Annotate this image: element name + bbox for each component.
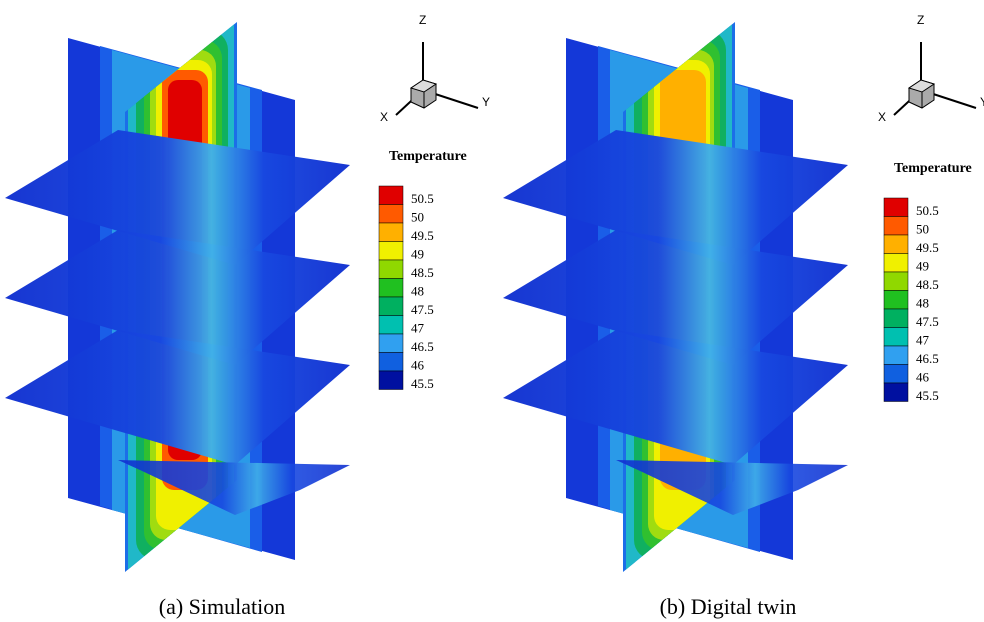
legend-label: 49	[916, 258, 929, 273]
legend-swatch	[884, 346, 908, 365]
legend-swatch	[379, 297, 403, 316]
legend-label: 47.5	[916, 314, 939, 329]
legend-label: 50.5	[916, 203, 939, 218]
legend-title: Temperature	[389, 149, 467, 164]
legend-swatch	[379, 260, 403, 279]
legend-label: 46.5	[411, 339, 434, 354]
legend-label: 50	[916, 221, 929, 236]
legend-label: 48.5	[916, 277, 939, 292]
caption: (a) Simulation	[159, 594, 285, 619]
legend-swatch	[884, 291, 908, 310]
figure: Z X Y Z X Y (a) Simulation (b) Digital t…	[0, 0, 984, 622]
legend-label: 46	[411, 357, 425, 372]
legend-swatch	[379, 205, 403, 224]
legend-label: 46.5	[916, 351, 939, 366]
legend-swatch	[884, 309, 908, 328]
legend-swatch	[884, 272, 908, 291]
legend-label: 47.5	[411, 302, 434, 317]
axis-label: Z	[419, 13, 426, 27]
legend-label: 49	[411, 246, 424, 261]
legend-label: 48.5	[411, 265, 434, 280]
legend-label: 48	[916, 295, 929, 310]
legend-swatch	[379, 279, 403, 298]
legend-label: 48	[411, 283, 424, 298]
legend-title: Temperature	[894, 161, 972, 176]
legend-swatch	[379, 371, 403, 390]
legend-swatch	[884, 328, 908, 347]
axis-label: X	[380, 110, 388, 124]
axis-label: Y	[482, 95, 490, 109]
axis-label: Y	[980, 95, 984, 109]
axis-triad	[894, 42, 976, 115]
legend-swatch	[379, 334, 403, 353]
legend-swatch	[379, 242, 403, 261]
legend-label: 46	[916, 369, 930, 384]
legend-label: 49.5	[411, 228, 434, 243]
caption: (b) Digital twin	[660, 594, 797, 619]
legend-swatch	[884, 383, 908, 402]
legend-label: 50	[411, 209, 424, 224]
contour-plot	[503, 20, 848, 580]
legend-label: 47	[916, 332, 930, 347]
legend-swatch	[884, 235, 908, 254]
contour-plot	[5, 20, 350, 580]
legend-label: 45.5	[916, 388, 939, 403]
legend-label: 49.5	[916, 240, 939, 255]
axis-label: X	[878, 110, 886, 124]
legend-swatch	[379, 353, 403, 372]
legend-label: 50.5	[411, 191, 434, 206]
axis-label: Z	[917, 13, 924, 27]
legend-swatch	[884, 198, 908, 217]
legend-swatch	[884, 365, 908, 384]
legend-swatch	[884, 217, 908, 236]
legend-label: 47	[411, 320, 425, 335]
legend-swatch	[884, 254, 908, 273]
legend-swatch	[379, 186, 403, 205]
legend-swatch	[379, 316, 403, 335]
legend-label: 45.5	[411, 376, 434, 391]
legend-swatch	[379, 223, 403, 242]
axis-triad	[396, 42, 478, 115]
